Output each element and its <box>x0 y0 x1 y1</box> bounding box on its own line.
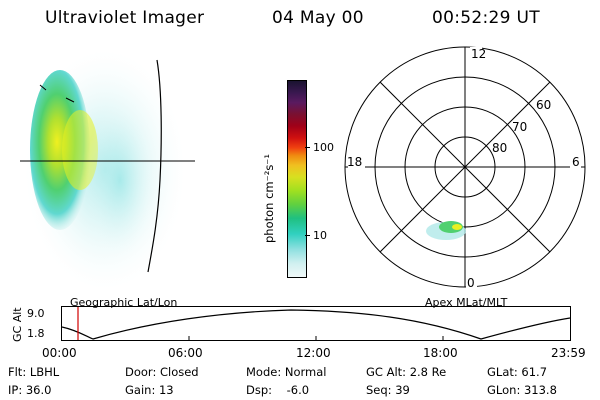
mlt-label-12: 12 <box>471 47 487 61</box>
instrument-title: Ultraviolet Imager <box>45 8 205 28</box>
altitude-xtick: 23:59 <box>551 346 586 360</box>
altitude-xtick: 00:00 <box>42 346 77 360</box>
altitude-xtick: 06:00 <box>168 346 203 360</box>
geo-panel-label: Geographic Lat/Lon <box>70 296 178 309</box>
lat-label-70: 70 <box>512 120 528 134</box>
info-dsp: Dsp: -6.0 <box>246 383 310 397</box>
altitude-plot <box>61 306 571 341</box>
info-gain: Gain: 13 <box>125 383 174 397</box>
info-flt: Flt: LBHL <box>8 365 60 379</box>
colorbar-unit-label: photon cm⁻²s⁻¹ <box>262 154 276 243</box>
time-label: 00:52:29 UT <box>432 8 540 28</box>
info-door: Door: Closed <box>125 365 199 379</box>
colorbar-tick <box>305 147 310 148</box>
aurora-tail <box>85 105 155 255</box>
lat-label-60: 60 <box>536 98 552 112</box>
info-gc-alt: GC Alt: 2.8 Re <box>366 365 447 379</box>
altitude-ytick: 9.0 <box>27 307 45 320</box>
info-glat: GLat: 61.7 <box>487 365 548 379</box>
aurora-bright-region <box>30 70 90 230</box>
date-label: 04 May 00 <box>272 8 364 28</box>
polar-diagonal <box>379 81 551 253</box>
mlt-label-18: 18 <box>347 155 363 169</box>
altitude-plot-frame <box>61 306 571 341</box>
mlt-label-6: 6 <box>572 155 580 169</box>
polar-plot <box>344 46 586 289</box>
aurora-oval-core <box>452 224 462 230</box>
colorbar <box>287 80 307 278</box>
polar-panel-label: Apex MLat/MLT <box>425 296 508 309</box>
colorbar-tick-label: 10 <box>313 229 327 242</box>
colorbar-tick-label: 100 <box>313 141 334 154</box>
altitude-curve <box>61 309 571 340</box>
coast-mark <box>39 84 47 91</box>
longitude-line <box>147 59 162 273</box>
info-mode: Mode: Normal <box>246 365 327 379</box>
altitude-ylabel: GC Alt <box>11 307 24 342</box>
altitude-xtick: 12:00 <box>296 346 331 360</box>
geographic-image <box>20 50 195 290</box>
lat-label-80: 80 <box>492 141 508 155</box>
coast-mark <box>65 97 75 103</box>
colorbar-tick <box>305 235 310 236</box>
info-seq: Seq: 39 <box>366 383 410 397</box>
info-ip: IP: 36.0 <box>8 383 52 397</box>
altitude-ytick: 1.8 <box>27 327 45 340</box>
mlt-label-0: 0 <box>467 276 475 290</box>
info-glon: GLon: 313.8 <box>487 383 557 397</box>
altitude-xtick: 18:00 <box>423 346 458 360</box>
